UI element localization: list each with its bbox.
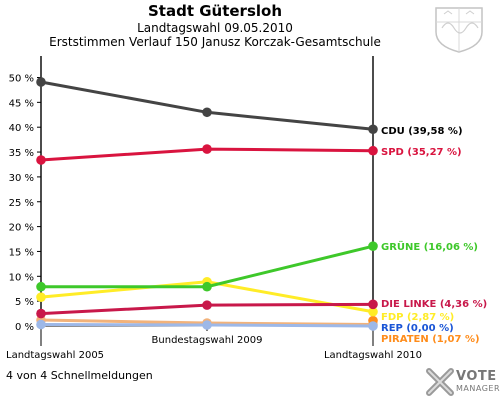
x-tick-label: Landtagswahl 2005 (6, 350, 104, 361)
vote-manager-logo: VOTE MANAGER (426, 368, 500, 400)
data-point-cdu (36, 77, 46, 87)
series-label-cdu: CDU (39,58 %) (381, 126, 463, 137)
vote-manager-icon (426, 368, 454, 396)
status-text: 4 von 4 Schnellmeldungen (6, 369, 153, 382)
data-point-die-linke (36, 308, 46, 319)
x-tick-label: Landtagswahl 2010 (324, 350, 422, 361)
y-tick-label: 15 % (9, 247, 34, 258)
y-tick-label: 45 % (9, 98, 34, 109)
data-point-spd (368, 145, 378, 156)
series-label-piraten: PIRATEN (1,07 %) (381, 334, 480, 345)
data-point-fdp (36, 292, 46, 302)
chart-subtitle: Landtagswahl 09.05.2010 (137, 21, 293, 35)
series-line-cdu (40, 80, 374, 131)
series-label-spd: SPD (35,27 %) (381, 147, 462, 158)
data-point-die-linke (202, 300, 212, 310)
chart-title: Stadt Gütersloh (147, 2, 282, 20)
logo-text-line1: VOTE (456, 369, 497, 384)
data-point-rep (368, 321, 378, 331)
data-point-gr-ne (202, 281, 212, 292)
data-point-cdu (368, 124, 378, 135)
y-tick-label: 35 % (9, 148, 34, 159)
data-point-spd (36, 155, 46, 165)
chart-subtitle-detail: Erststimmen Verlauf 150 Janusz Korczak-G… (49, 35, 381, 49)
data-point-fdp (368, 306, 378, 317)
y-tick-label: 5 % (15, 297, 34, 308)
data-point-rep (36, 319, 46, 330)
series-label-fdp: FDP (2,87 %) (381, 312, 454, 323)
data-point-gr-ne (368, 241, 378, 251)
series-label-gr-ne: GRÜNE (16,06 %) (381, 239, 478, 253)
data-point-spd (202, 144, 212, 154)
y-tick-label: 20 % (9, 223, 34, 234)
x-tick-label: Bundestagswahl 2009 (152, 335, 263, 346)
y-tick-label: 0 % (15, 322, 34, 333)
logo-text-line2: MANAGER (456, 384, 500, 393)
series-label-rep: REP (0,00 %) (381, 323, 454, 334)
data-point-gr-ne (36, 281, 46, 292)
data-point-cdu (202, 107, 212, 118)
data-point-die-linke (368, 299, 378, 310)
coat-of-arms-icon (435, 7, 483, 53)
y-tick-label: 10 % (9, 272, 34, 283)
y-tick-label: 25 % (9, 198, 34, 209)
series-label-die-linke: DIE LINKE (4,36 %) (381, 299, 487, 310)
data-point-rep (202, 320, 212, 330)
y-tick-label: 40 % (9, 123, 34, 134)
y-tick-label: 50 % (9, 74, 34, 85)
y-tick-label: 30 % (9, 173, 34, 184)
